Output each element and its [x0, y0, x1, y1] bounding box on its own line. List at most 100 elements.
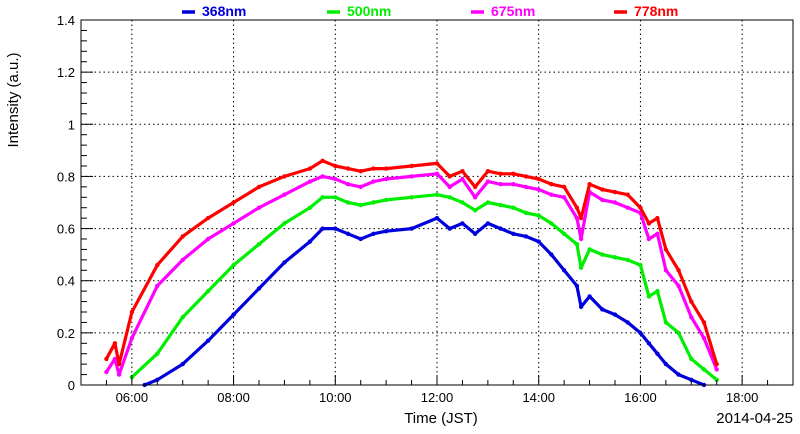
data-point: [205, 215, 211, 221]
data-point: [155, 262, 160, 268]
data-point: [511, 171, 516, 176]
data-point: [434, 161, 440, 166]
data-point: [371, 200, 376, 205]
data-point: [180, 315, 185, 320]
data-point: [578, 265, 584, 270]
data-point: [574, 242, 580, 247]
data-point: [129, 335, 135, 341]
data-point: [205, 288, 211, 294]
x-tick-label: 12:00: [421, 390, 454, 405]
data-point: [112, 341, 118, 346]
series-675nm: [104, 171, 719, 377]
data-point: [689, 299, 694, 304]
data-point: [638, 262, 643, 268]
data-point: [307, 205, 313, 210]
data-point: [511, 182, 516, 187]
data-point: [655, 231, 660, 236]
data-point: [655, 351, 660, 356]
data-point: [205, 338, 211, 343]
data-point: [646, 341, 652, 346]
data-point: [333, 163, 338, 169]
x-tick-label: 16:00: [624, 390, 657, 405]
data-point: [472, 231, 478, 236]
data-point: [256, 286, 262, 291]
data-point: [256, 205, 262, 210]
data-point: [714, 377, 719, 382]
data-point: [561, 195, 567, 200]
data-point: [587, 247, 592, 252]
data-point: [549, 221, 554, 226]
data-point: [409, 195, 414, 200]
data-point: [358, 184, 363, 190]
data-point: [574, 283, 580, 289]
data-point: [663, 247, 669, 252]
data-point: [320, 226, 325, 231]
data-point: [358, 169, 363, 174]
data-point: [282, 192, 287, 197]
data-point: [231, 262, 236, 268]
data-point: [523, 210, 529, 216]
data-point: [625, 192, 630, 197]
data-point: [358, 202, 363, 208]
data-point: [371, 166, 376, 171]
data-point: [231, 200, 236, 205]
data-point: [460, 176, 465, 182]
data-point: [460, 169, 465, 174]
data-point: [561, 268, 567, 273]
data-point: [600, 252, 605, 257]
data-point: [307, 239, 313, 244]
data-point: [307, 166, 313, 171]
date-label: 2014-04-25: [716, 410, 793, 427]
data-point: [600, 307, 605, 312]
data-point: [625, 257, 630, 263]
legend-label: 778nm: [634, 3, 678, 19]
data-point: [345, 166, 351, 171]
data-point: [447, 184, 452, 190]
data-point: [231, 221, 236, 226]
data-point: [498, 182, 503, 187]
data-point: [320, 158, 325, 163]
x-axis-title: Time (JST): [404, 410, 478, 427]
series-line: [130, 193, 719, 382]
data-point: [383, 229, 389, 234]
y-axis-title: Intensity (a.u.): [5, 52, 22, 147]
data-point: [320, 195, 325, 200]
data-point: [536, 239, 541, 244]
data-point: [689, 315, 694, 320]
data-point: [612, 189, 618, 195]
data-point: [231, 312, 236, 317]
x-tick-label: 14:00: [522, 390, 555, 405]
x-tick-label: 10:00: [319, 390, 352, 405]
series-500nm: [129, 192, 719, 382]
data-point: [587, 182, 592, 187]
legend-label: 500nm: [347, 3, 391, 19]
series-layer: [104, 158, 719, 388]
data-point: [578, 304, 584, 309]
data-point: [358, 236, 363, 242]
data-point: [472, 184, 478, 190]
y-tick-label: 0.6: [57, 222, 75, 237]
series-368nm: [142, 215, 707, 388]
y-tick-label: 0.4: [57, 274, 75, 289]
y-tick-label: 1.4: [57, 13, 75, 28]
data-point: [523, 234, 529, 239]
data-point: [320, 174, 325, 179]
data-point: [663, 361, 669, 367]
data-point: [485, 169, 491, 174]
legend-item: 500nm: [327, 3, 391, 19]
data-point: [655, 288, 660, 294]
data-point: [345, 200, 351, 205]
data-point: [646, 294, 652, 299]
data-point: [383, 197, 389, 203]
x-tick-label: 08:00: [217, 390, 250, 405]
data-point: [511, 205, 516, 210]
data-point: [205, 236, 211, 242]
data-point: [714, 367, 719, 372]
data-point: [447, 174, 452, 179]
data-point: [333, 226, 338, 231]
data-point: [485, 200, 491, 205]
data-point: [600, 187, 605, 192]
data-point: [536, 187, 541, 192]
legend-item: 778nm: [614, 3, 678, 19]
data-point: [383, 166, 389, 171]
